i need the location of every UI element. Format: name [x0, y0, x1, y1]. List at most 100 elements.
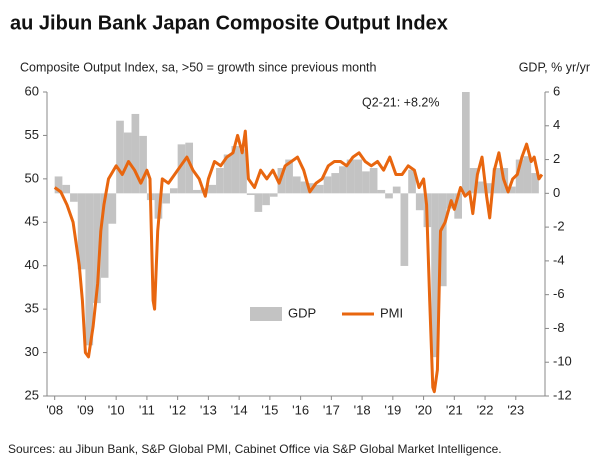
bar: [300, 181, 309, 194]
x-tick-label: '12: [169, 402, 186, 417]
bar: [408, 169, 416, 194]
x-tick-label: '08: [46, 402, 63, 417]
bar: [116, 120, 124, 194]
source: Sources: au Jibun Bank, S&P Global PMI, …: [8, 442, 502, 456]
bar: [162, 193, 170, 204]
bar: [331, 173, 340, 194]
bar: [269, 193, 278, 197]
y2-tick-label: -8: [553, 320, 565, 335]
bar: [385, 193, 393, 199]
bar: [323, 176, 332, 194]
bar: [469, 168, 478, 194]
bar: [362, 171, 370, 194]
x-tick-label: '21: [446, 402, 463, 417]
bar: [377, 189, 386, 194]
bar: [392, 186, 401, 194]
bar: [523, 156, 532, 194]
bar: [462, 92, 470, 194]
bar: [492, 168, 501, 194]
bar: [77, 193, 86, 270]
bar: [515, 159, 524, 194]
y2-tick-label: 4: [553, 117, 560, 132]
bar: [254, 193, 263, 212]
legend-label: GDP: [288, 305, 316, 320]
bar: [85, 193, 94, 346]
y2-tick-label: -2: [553, 219, 565, 234]
legend-label: PMI: [380, 305, 403, 320]
y-tick-label: 50: [25, 170, 39, 185]
bar: [193, 189, 201, 194]
bar: [108, 193, 117, 224]
bar: [223, 154, 232, 194]
x-tick-label: '20: [415, 402, 432, 417]
y-tick-label: 35: [25, 301, 39, 316]
y2-tick-label: -12: [553, 387, 572, 402]
bar: [315, 184, 324, 194]
bar: [216, 168, 224, 194]
bar: [369, 168, 378, 194]
bar: [54, 176, 63, 194]
bar: [415, 193, 424, 211]
subtitle: Composite Output Index, sa, >50 = growth…: [20, 60, 376, 74]
bar: [239, 149, 247, 194]
y2-tick-label: 6: [553, 83, 560, 98]
y-tick-label: 40: [25, 257, 39, 272]
x-tick-label: '22: [477, 402, 494, 417]
y-tick-label: 60: [25, 83, 39, 98]
bar: [292, 176, 301, 194]
bar: [454, 193, 462, 219]
bar: [477, 181, 486, 194]
bar: [169, 188, 178, 194]
y-tick-label: 45: [25, 214, 39, 229]
bar: [246, 193, 255, 196]
bar: [231, 146, 240, 194]
bar: [400, 193, 409, 266]
x-tick-label: '17: [323, 402, 340, 417]
bar: [177, 144, 186, 194]
x-tick-label: '23: [507, 402, 524, 417]
y-tick-label: 25: [25, 387, 39, 402]
bar: [508, 186, 516, 194]
x-tick-label: '10: [108, 402, 125, 417]
x-tick-label: '13: [200, 402, 217, 417]
bar: [208, 184, 217, 194]
bar: [339, 166, 347, 194]
y-tick-label: 55: [25, 127, 39, 142]
y2-tick-label: -4: [553, 252, 565, 267]
bar: [70, 193, 78, 202]
line: [53, 129, 544, 394]
y2-axis-label: GDP, % yr/yr: [519, 60, 590, 74]
x-tick-label: '16: [292, 402, 309, 417]
bar: [93, 193, 101, 304]
x-tick-label: '19: [384, 402, 401, 417]
x-tick-label: '11: [139, 402, 155, 417]
x-tick-label: '18: [354, 402, 371, 417]
y2-tick-label: -6: [553, 286, 565, 301]
bar: [431, 193, 439, 358]
lines: [53, 129, 544, 394]
bar: [531, 173, 539, 194]
bar: [185, 142, 194, 194]
chart-title: au Jibun Bank Japan Composite Output Ind…: [10, 12, 448, 34]
bar: [262, 193, 270, 206]
y2-tick-label: 0: [553, 185, 560, 200]
bar: [354, 159, 363, 194]
x-tick-label: '14: [231, 402, 248, 417]
bar: [285, 159, 293, 194]
legend-swatch: [250, 307, 282, 321]
x-tick-label: '09: [77, 402, 94, 417]
x-tick-label: '15: [261, 402, 278, 417]
annotation: Q2-21: +8.2%: [362, 95, 439, 109]
axes: 25 30 35 40 45 50 55 60 -12 -10 -8 -6 -4 -2 0 2 4 6 '08 '09…: [25, 83, 572, 417]
y2-tick-label: 2: [553, 151, 560, 166]
bar: [62, 184, 71, 194]
bar: [100, 193, 109, 278]
bar: [438, 193, 447, 287]
bar: [346, 159, 355, 194]
bar: [139, 135, 147, 194]
y2-tick-label: -10: [553, 354, 572, 369]
y-tick-label: 30: [25, 344, 39, 359]
bar: [485, 183, 493, 194]
bar: [131, 113, 140, 194]
